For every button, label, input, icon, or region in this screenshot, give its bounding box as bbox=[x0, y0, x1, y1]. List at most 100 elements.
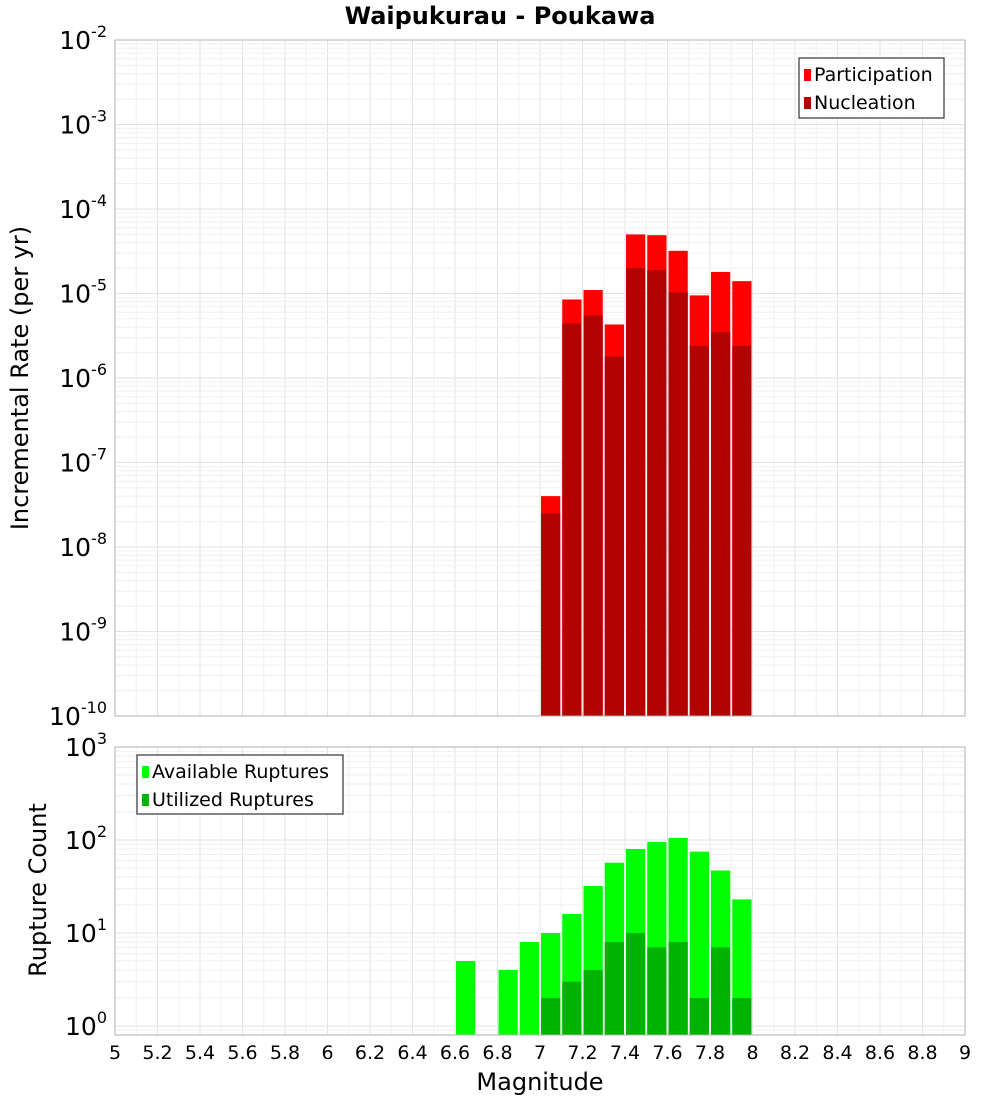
plot-border bbox=[114, 746, 966, 1036]
bar bbox=[732, 345, 752, 716]
bar bbox=[498, 969, 518, 1035]
bar bbox=[689, 345, 709, 716]
y-tick-label: 103 bbox=[65, 729, 107, 762]
y-tick-label: 101 bbox=[65, 915, 107, 948]
y-tick-base: 10 bbox=[65, 733, 97, 762]
top-y-axis-label: Incremental Rate (per yr) bbox=[6, 226, 34, 530]
x-tick-label: 5.8 bbox=[270, 1042, 300, 1064]
y-tick-exponent: 3 bbox=[97, 729, 107, 748]
y-tick-exponent: -3 bbox=[91, 107, 107, 126]
y-tick-exponent: -6 bbox=[91, 360, 107, 379]
legend-label: Nucleation bbox=[814, 92, 916, 114]
y-tick-exponent: -2 bbox=[91, 22, 107, 41]
bar bbox=[604, 942, 624, 1035]
legend-label: Participation bbox=[814, 64, 933, 86]
x-tick-label: 8.8 bbox=[907, 1042, 937, 1064]
x-axis-label: Magnitude bbox=[476, 1068, 603, 1096]
x-tick-label: 5 bbox=[109, 1042, 121, 1064]
x-tick-label: 6.2 bbox=[355, 1042, 385, 1064]
bar bbox=[668, 292, 688, 716]
legend: Participation Nucleation bbox=[798, 57, 945, 119]
x-tick-label: 7 bbox=[534, 1042, 546, 1064]
y-tick-exponent: -5 bbox=[91, 276, 107, 295]
x-tick-label: 8.6 bbox=[865, 1042, 895, 1064]
chart-title: Waipukurau - Poukawa bbox=[345, 2, 656, 30]
legend-box bbox=[798, 57, 945, 119]
bar bbox=[647, 947, 667, 1035]
x-tick-label: 7.8 bbox=[695, 1042, 725, 1064]
bottom-y-axis-label: Rupture Count bbox=[24, 803, 52, 977]
y-tick-label: 10-5 bbox=[59, 276, 107, 309]
x-tick-label: 8.4 bbox=[822, 1042, 852, 1064]
y-tick-exponent: -9 bbox=[91, 614, 107, 633]
bar bbox=[583, 315, 603, 716]
bar bbox=[689, 997, 709, 1035]
y-tick-exponent: 0 bbox=[97, 1008, 107, 1027]
y-tick-base: 10 bbox=[59, 449, 91, 478]
y-tick-label: 10-7 bbox=[59, 445, 107, 478]
y-tick-base: 10 bbox=[59, 111, 91, 140]
y-tick-base: 10 bbox=[59, 280, 91, 309]
x-tick-label: 7.6 bbox=[652, 1042, 682, 1064]
bar bbox=[456, 960, 476, 1035]
x-tick-label: 5.2 bbox=[142, 1042, 172, 1064]
y-tick-label: 102 bbox=[65, 822, 107, 855]
x-tick-label: 5.6 bbox=[227, 1042, 257, 1064]
y-tick-exponent: 1 bbox=[97, 915, 107, 934]
legend-swatch bbox=[804, 97, 811, 109]
legend-label: Utilized Ruptures bbox=[152, 789, 314, 811]
bar bbox=[541, 513, 561, 716]
plot-border bbox=[114, 39, 966, 717]
bar bbox=[583, 969, 603, 1035]
x-tick-label: 8 bbox=[746, 1042, 758, 1064]
legend-swatch bbox=[142, 794, 149, 806]
y-tick-base: 10 bbox=[59, 364, 91, 393]
bar bbox=[541, 997, 561, 1035]
x-tick-label: 6 bbox=[321, 1042, 333, 1064]
y-tick-base: 10 bbox=[59, 26, 91, 55]
x-tick-label: 6.8 bbox=[482, 1042, 512, 1064]
y-tick-exponent: 2 bbox=[97, 822, 107, 841]
x-tick-label: 6.6 bbox=[440, 1042, 470, 1064]
y-tick-base: 10 bbox=[59, 533, 91, 562]
bar bbox=[711, 947, 731, 1035]
legend-box bbox=[136, 754, 344, 815]
x-tick-label: 9 bbox=[959, 1042, 971, 1064]
x-tick-label: 5.4 bbox=[185, 1042, 215, 1064]
legend-swatch bbox=[804, 69, 811, 81]
y-tick-label: 100 bbox=[65, 1008, 107, 1041]
y-tick-label: 10-6 bbox=[59, 360, 107, 393]
bar bbox=[562, 323, 582, 716]
bar bbox=[562, 981, 582, 1035]
bar bbox=[626, 268, 646, 716]
x-tick-label: 6.4 bbox=[397, 1042, 427, 1064]
y-tick-label: 10-2 bbox=[59, 22, 107, 55]
y-tick-base: 10 bbox=[59, 618, 91, 647]
series-utilized-ruptures bbox=[541, 932, 752, 1035]
y-tick-label: 10-3 bbox=[59, 107, 107, 140]
bar bbox=[732, 997, 752, 1035]
legend-swatch bbox=[142, 766, 149, 778]
y-tick-exponent: -4 bbox=[91, 191, 107, 210]
y-tick-base: 10 bbox=[59, 195, 91, 224]
rate-plot-panel: 10-1010-910-810-710-610-510-410-310-2Par… bbox=[49, 22, 966, 731]
x-tick-label: 7.2 bbox=[567, 1042, 597, 1064]
y-tick-base: 10 bbox=[65, 1012, 97, 1041]
legend-label: Available Ruptures bbox=[152, 761, 329, 783]
bar bbox=[668, 942, 688, 1035]
bar bbox=[711, 332, 731, 716]
series-nucleation bbox=[541, 268, 752, 716]
y-tick-label: 10-4 bbox=[59, 191, 107, 224]
bar bbox=[604, 356, 624, 716]
bar bbox=[689, 851, 709, 1035]
x-tick-label: 8.2 bbox=[780, 1042, 810, 1064]
bar bbox=[519, 942, 539, 1035]
y-tick-base: 10 bbox=[65, 919, 97, 948]
bar bbox=[626, 932, 646, 1035]
y-tick-base: 10 bbox=[49, 702, 81, 731]
y-tick-base: 10 bbox=[65, 826, 97, 855]
legend: Available Ruptures Utilized Ruptures bbox=[136, 754, 344, 815]
